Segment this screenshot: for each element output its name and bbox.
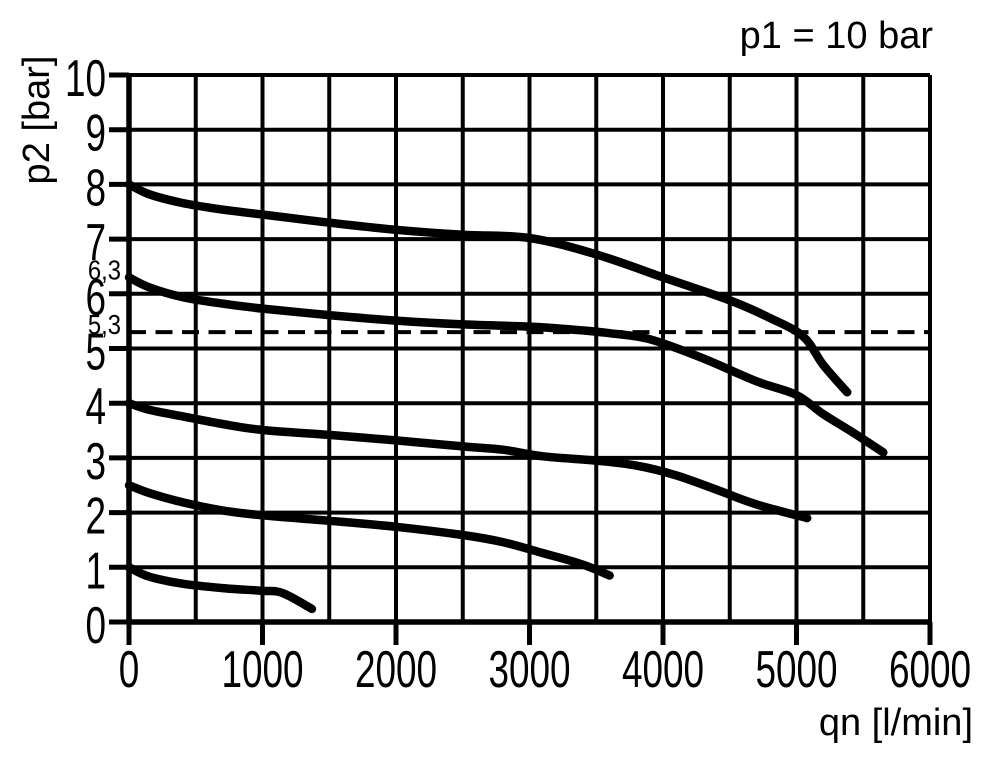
y-tick-label-7: 7	[85, 213, 106, 272]
y-tick-label-9: 9	[85, 103, 106, 162]
y-extra-label-5,3: 5,3	[88, 308, 121, 340]
curve-4-curve-start-2-5-bar	[124, 481, 614, 580]
x-tick-label-3000: 3000	[488, 640, 570, 699]
x-tick-label-1000: 1000	[221, 640, 303, 699]
x-tick-label-0: 0	[119, 640, 140, 699]
x-tick-label-2000: 2000	[355, 640, 437, 699]
x-tick-label-5000: 5000	[755, 640, 837, 699]
y-extra-label-6,3: 6,3	[88, 254, 121, 286]
y-tick-label-5: 5	[85, 322, 106, 381]
y-tick-label-6: 6	[85, 268, 106, 327]
characteristic-curves	[124, 180, 888, 614]
y-tick-label-1: 1	[85, 541, 106, 600]
y-tick-label-8: 8	[85, 158, 106, 217]
y-tick-label-2: 2	[85, 486, 106, 545]
y-tick-label-0: 0	[85, 596, 106, 655]
y-tick-label-4: 4	[85, 377, 106, 436]
curve-2-curve-start-6-3-bar	[124, 273, 888, 457]
y-tick-label-3: 3	[85, 432, 106, 491]
curve-5-curve-start-1-0-bar	[124, 563, 317, 614]
curve-1-curve-start-8-0-bar	[124, 180, 852, 397]
x-tick-label-6000: 6000	[889, 640, 971, 699]
chart-title: p1 = 10 bar	[740, 15, 934, 57]
x-tick-label-4000: 4000	[622, 640, 704, 699]
axis-ticks	[109, 72, 933, 645]
y-tick-label-10: 10	[65, 49, 106, 108]
y-axis-title: p2 [bar]	[16, 56, 58, 185]
curve-3-curve-start-4-0-bar	[124, 398, 812, 523]
x-axis-title: qn [l/min]	[819, 702, 973, 744]
